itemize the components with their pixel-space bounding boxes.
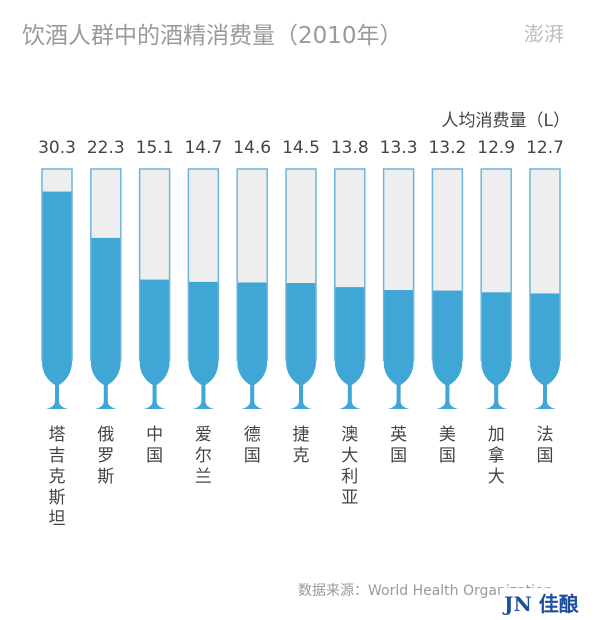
glass-outline: [529, 168, 561, 361]
value-label: 14.5: [282, 138, 320, 158]
glass-outline: [187, 168, 220, 361]
glass-bar: [431, 168, 464, 409]
category-label: 俄罗斯: [97, 425, 114, 487]
category-label: 捷克: [293, 425, 310, 466]
glass-bar: [138, 168, 171, 409]
glass-outline: [285, 168, 317, 361]
glass-fill: [188, 281, 219, 409]
glass-bar: [187, 168, 220, 409]
glass-bar: [529, 168, 561, 409]
glass-fill: [42, 191, 72, 409]
category-label: 英国: [390, 425, 407, 466]
category-label: 法国: [537, 425, 554, 466]
glass-bar: [285, 168, 317, 409]
glass-fill: [481, 292, 512, 409]
glass-outline: [334, 168, 366, 361]
glass-outline: [382, 168, 415, 361]
glass-fill: [383, 290, 414, 409]
glass-fill: [237, 282, 268, 409]
category-label: 美国: [439, 425, 456, 466]
value-label: 22.3: [87, 138, 125, 158]
glass-fill: [139, 279, 170, 409]
glass-outline: [90, 168, 122, 361]
glass-bar: [382, 168, 415, 409]
y-axis-label: 人均消费量（L）: [441, 111, 570, 131]
glass-bar: [41, 168, 73, 409]
value-label: 13.2: [428, 138, 466, 158]
glass-fill: [90, 237, 121, 409]
glass-outline: [480, 168, 512, 361]
value-label: 12.9: [477, 138, 515, 158]
glass-bar: [90, 168, 122, 409]
category-label: 中国: [146, 425, 163, 466]
glass-fill: [432, 290, 463, 409]
glass-fill: [286, 283, 316, 409]
value-label: 14.6: [233, 138, 271, 158]
glass-outline: [236, 168, 268, 361]
glass-bar: [236, 168, 268, 409]
glass-fill: [530, 293, 560, 409]
value-label: 30.3: [38, 138, 76, 158]
glass-bar: [334, 168, 366, 409]
value-label: 15.1: [136, 138, 174, 158]
glass-fill: [334, 287, 365, 409]
value-label: 13.8: [331, 138, 369, 158]
source-note: 数据来源：World Health Organization: [298, 583, 553, 599]
category-label: 德国: [244, 425, 261, 466]
value-label: 12.7: [526, 138, 564, 158]
category-label: 加拿大: [488, 425, 505, 487]
glass-bar: [480, 168, 512, 409]
glass-outline: [138, 168, 171, 361]
category-label: 澳大利亚: [341, 425, 358, 508]
value-label: 14.7: [184, 138, 222, 158]
logo: 澎湃: [524, 22, 564, 46]
chart-title: 饮酒人群中的酒精消费量（2010年）: [22, 23, 403, 49]
glass-outline: [431, 168, 464, 361]
value-label: 13.3: [380, 138, 418, 158]
category-label: 爱尔兰: [195, 425, 212, 487]
brand-watermark: JN 佳酿网: [500, 588, 600, 620]
glass-outline: [41, 168, 73, 361]
category-label: 塔吉克斯坦: [49, 425, 66, 529]
